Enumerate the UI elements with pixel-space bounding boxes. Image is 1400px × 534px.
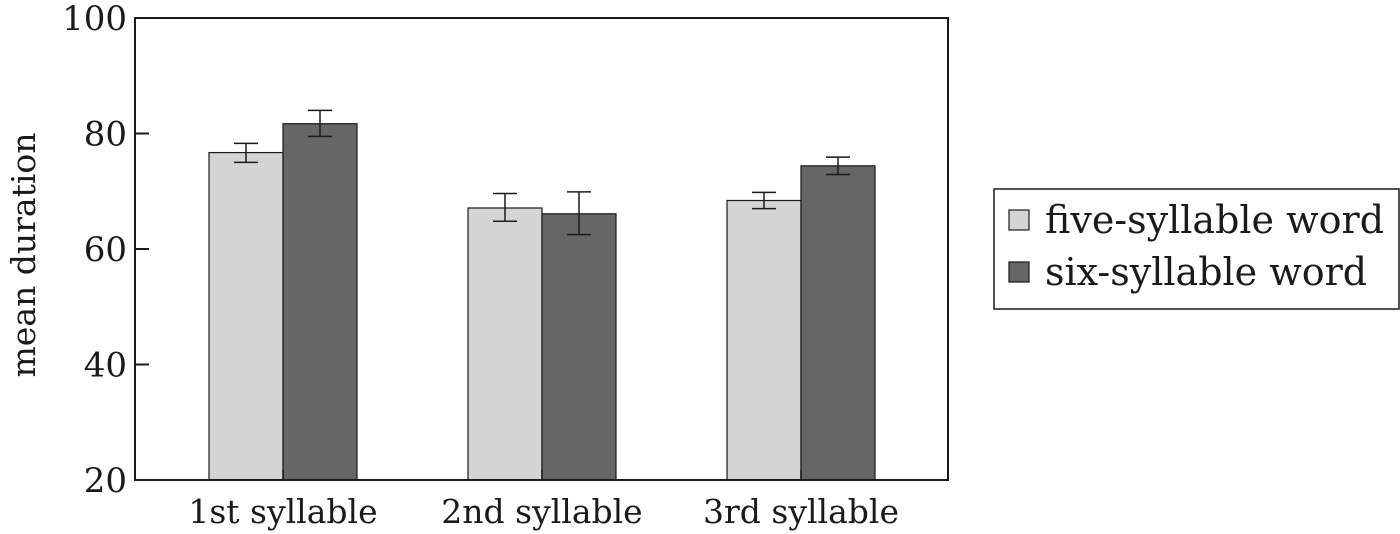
bars-layer xyxy=(208,123,876,481)
legend-swatch-six-syllable xyxy=(1008,261,1030,283)
legend: five-syllable word six-syllable word xyxy=(993,188,1400,310)
bar-six-syllable-2 xyxy=(541,213,617,481)
error-bar xyxy=(234,142,258,164)
bar-five-syllable-2 xyxy=(467,207,543,481)
y-axis-label: mean duration xyxy=(4,132,43,377)
error-bar xyxy=(308,109,332,138)
x-category-label: 1st syllable xyxy=(188,492,377,531)
legend-swatch-five-syllable xyxy=(1008,209,1030,231)
y-tick-label: 20 xyxy=(84,461,127,501)
y-tick-label: 40 xyxy=(84,346,127,386)
x-category-label: 3rd syllable xyxy=(703,492,899,531)
legend-label-six-syllable: six-syllable word xyxy=(1045,250,1367,294)
error-bars-layer xyxy=(234,109,850,236)
legend-label-five-syllable: five-syllable word xyxy=(1045,198,1384,242)
y-tick-label: 60 xyxy=(84,230,127,270)
bar-six-syllable-3 xyxy=(800,165,876,481)
legend-box xyxy=(993,188,1400,310)
error-bar xyxy=(826,156,850,176)
bar-five-syllable-1 xyxy=(208,151,284,481)
error-bar xyxy=(752,191,776,210)
x-category-label: 2nd syllable xyxy=(441,492,642,531)
y-ticks-layer: 20 40 60 80 100 xyxy=(62,0,149,501)
bar-five-syllable-3 xyxy=(726,199,802,481)
y-tick-label: 80 xyxy=(84,115,127,155)
error-bar xyxy=(493,192,517,223)
bar-six-syllable-1 xyxy=(282,123,358,481)
error-bar xyxy=(567,191,591,236)
y-tick-label: 100 xyxy=(62,0,127,39)
x-category-labels: 1st syllable 2nd syllable 3rd syllable xyxy=(188,470,899,531)
